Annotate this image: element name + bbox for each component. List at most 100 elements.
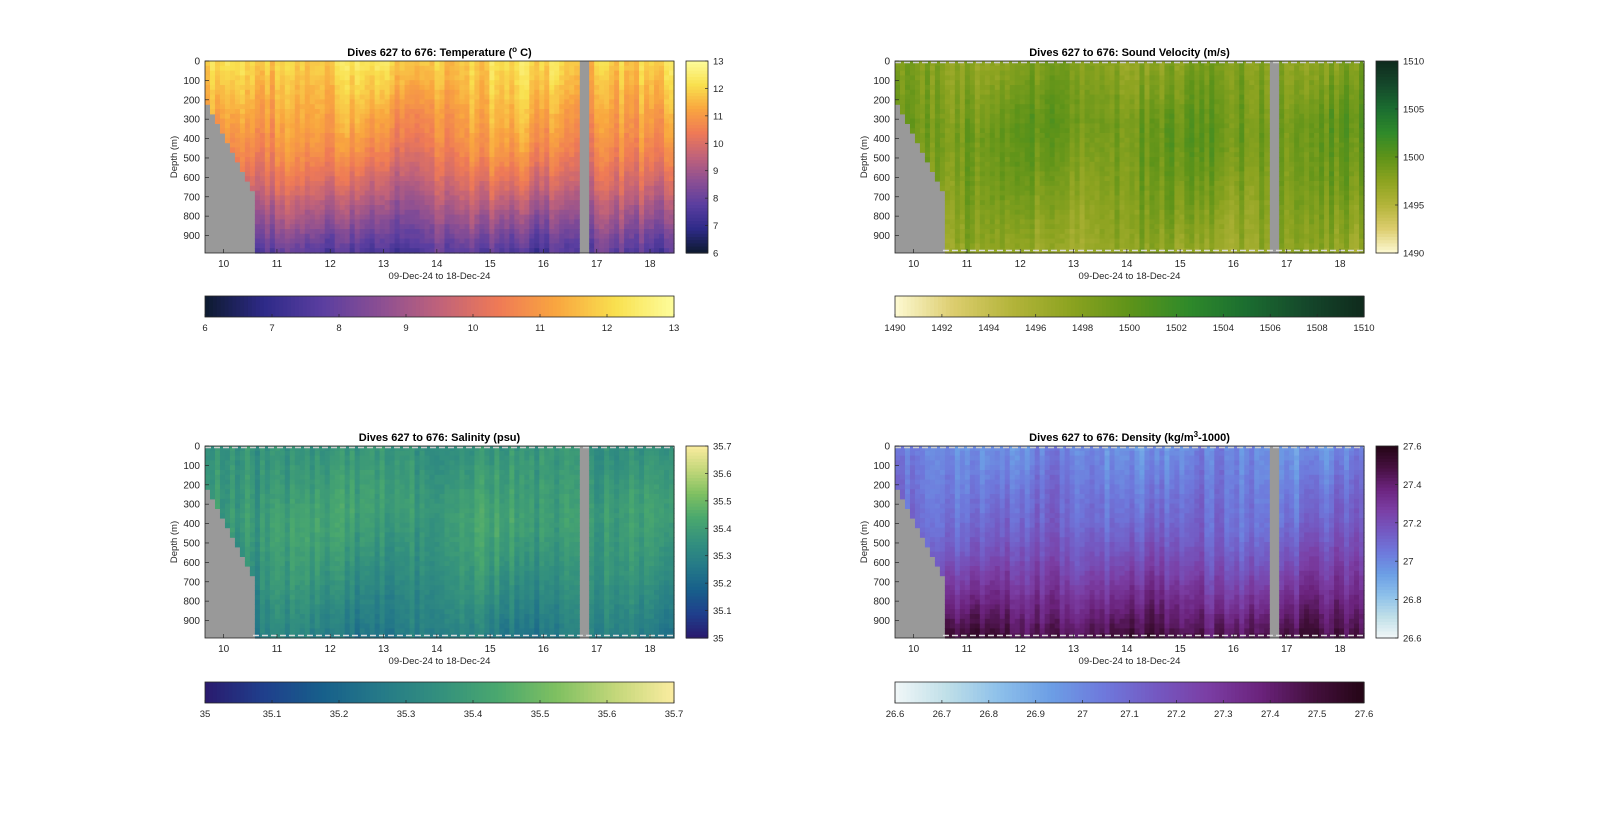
heatmap-cell: [1019, 65, 1026, 72]
heatmap-cell: [269, 94, 276, 100]
heatmap-cell: [534, 70, 540, 76]
heatmap-cell: [949, 109, 956, 115]
heatmap-cell: [574, 142, 580, 148]
heatmap-cell: [564, 104, 570, 110]
heatmap-cell: [654, 65, 660, 72]
heatmap-cell: [269, 147, 276, 153]
heatmap-cell: [384, 238, 391, 244]
heatmap-cell: [939, 128, 946, 134]
heatmap-cell: [574, 176, 580, 182]
heatmap-cell: [459, 75, 466, 81]
heatmap-cell: [244, 171, 251, 177]
y-axis-label: Depth (m): [169, 136, 180, 178]
heatmap-cell: [969, 229, 976, 235]
heatmap-cell: [289, 142, 296, 148]
heatmap-cell: [354, 70, 361, 76]
heatmap-cell: [284, 123, 291, 129]
heatmap-cell: [399, 195, 406, 201]
heatmap-cell: [279, 224, 286, 230]
heatmap-cell: [494, 171, 500, 177]
heatmap-cell: [1009, 113, 1016, 120]
heatmap-cell: [664, 195, 670, 201]
heatmap-cell: [589, 118, 595, 124]
heatmap-cell: [634, 104, 640, 110]
heatmap-cell: [434, 161, 441, 168]
heatmap-cell: [659, 80, 665, 86]
heatmap-cell: [994, 113, 1001, 120]
heatmap-cell: [549, 133, 555, 139]
heatmap-cell: [234, 123, 241, 129]
heatmap-cell: [504, 238, 510, 244]
heatmap-cell: [469, 80, 476, 86]
colorbar-segment: [404, 296, 409, 317]
heatmap-cell: [474, 147, 481, 153]
heatmap-cell: [619, 70, 625, 76]
heatmap-cell: [539, 190, 545, 196]
heatmap-cell: [619, 123, 625, 129]
heatmap-cell: [309, 152, 316, 158]
heatmap-cell: [554, 123, 560, 129]
heatmap-cell: [269, 128, 276, 134]
heatmap-cell: [384, 219, 391, 225]
heatmap-cell: [544, 224, 550, 230]
heatmap-cell: [599, 214, 605, 220]
heatmap-cell: [984, 209, 991, 216]
heatmap-cell: [529, 161, 535, 168]
heatmap-cell: [984, 243, 991, 249]
heatmap-cell: [634, 128, 640, 134]
heatmap-cell: [354, 61, 361, 67]
colorbar-segment: [686, 185, 708, 190]
heatmap-cell: [229, 147, 236, 153]
heatmap-cell: [639, 181, 645, 187]
heatmap-cell: [334, 248, 341, 254]
heatmap-cell: [444, 181, 451, 187]
heatmap-cell: [974, 152, 981, 158]
heatmap-cell: [424, 89, 431, 96]
heatmap-cell: [319, 142, 326, 148]
heatmap-cell: [1019, 219, 1026, 225]
heatmap-cell: [279, 128, 286, 134]
heatmap-cell: [994, 128, 1001, 134]
heatmap-cell: [639, 200, 645, 206]
heatmap-cell: [349, 195, 356, 201]
heatmap-cell: [349, 61, 356, 67]
heatmap-cell: [1014, 61, 1021, 67]
heatmap-cell: [364, 137, 371, 144]
heatmap-cell: [449, 190, 456, 196]
heatmap-cell: [634, 123, 640, 129]
heatmap-cell: [604, 113, 610, 120]
heatmap-cell: [614, 70, 620, 76]
heatmap-cell: [289, 205, 296, 211]
heatmap-cell: [1019, 70, 1026, 76]
heatmap-cell: [359, 152, 366, 158]
heatmap-cell: [529, 248, 535, 254]
heatmap-cell: [499, 89, 505, 96]
heatmap-cell: [314, 80, 321, 86]
heatmap-cell: [329, 147, 336, 153]
heatmap-cell: [529, 70, 535, 76]
heatmap-cell: [294, 128, 301, 134]
heatmap-cell: [534, 99, 540, 105]
heatmap-cell: [634, 147, 640, 153]
side-colorbar-tick-label: 11: [713, 111, 723, 122]
heatmap-cell: [959, 70, 966, 76]
heatmap-cell: [439, 185, 446, 192]
heatmap-cell: [529, 104, 535, 110]
heatmap-cell: [949, 205, 956, 211]
heatmap-cell: [519, 248, 525, 254]
heatmap-cell: [384, 94, 391, 100]
heatmap-cell: [539, 161, 545, 168]
heatmap-cell: [429, 99, 436, 105]
heatmap-cell: [954, 166, 961, 172]
heatmap-cell: [564, 109, 570, 115]
heatmap-cell: [419, 142, 426, 148]
heatmap-cell: [949, 137, 956, 144]
heatmap-cell: [559, 89, 565, 96]
heatmap-cell: [244, 80, 251, 86]
heatmap-cell: [654, 243, 660, 249]
heatmap-cell: [439, 61, 446, 67]
heatmap-cell: [589, 142, 595, 148]
heatmap-cell: [299, 61, 306, 67]
heatmap-cell: [309, 205, 316, 211]
heatmap-cell: [514, 157, 520, 163]
